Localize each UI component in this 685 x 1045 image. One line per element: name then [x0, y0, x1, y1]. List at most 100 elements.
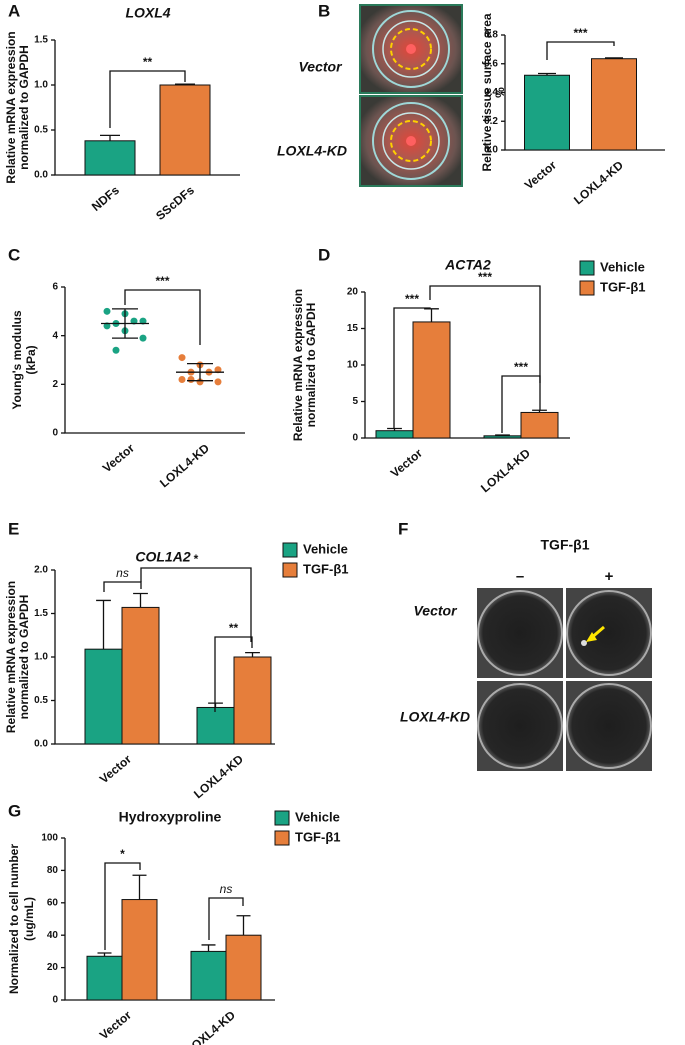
row-label: LOXL4-KD [400, 709, 470, 725]
legend-label: TGF-β1 [303, 561, 349, 576]
y-axis-label: normalized to GAPDH [17, 45, 31, 170]
legend-swatch [274, 830, 290, 846]
panel-b-images [359, 4, 463, 187]
y-tick-label: 1.0 [34, 80, 48, 91]
data-point [139, 317, 147, 325]
error-bar [97, 952, 112, 957]
error-bar [175, 83, 195, 85]
row-label: Vector [413, 603, 458, 619]
y-axis-label: % [493, 87, 507, 98]
y-tick-label: 0.0 [34, 739, 48, 750]
error-bar [133, 592, 148, 608]
bar [84, 140, 136, 176]
axis [64, 287, 245, 434]
panel-letter: C [8, 245, 20, 264]
sd-bar [112, 308, 138, 339]
y-tick-label: 0.8 [484, 30, 498, 41]
y-tick-label: 0.0 [484, 145, 498, 156]
y-tick-label: 0 [352, 433, 358, 444]
significance-label: ns [220, 882, 233, 896]
y-axis-label: Relative mRNA expression [291, 289, 305, 441]
legend-label: TGF-β1 [600, 279, 646, 294]
significance-label: *** [405, 292, 419, 306]
bar [483, 435, 522, 439]
error-bar [100, 134, 120, 141]
significance-label: ns [116, 566, 129, 580]
error-bar [532, 409, 547, 413]
x-tick-label: SScDFs [153, 183, 197, 223]
bar [591, 58, 637, 151]
data-point [178, 375, 186, 383]
error-bar [245, 652, 260, 657]
data-point [214, 378, 222, 386]
y-axis-label: Young's modulus [10, 310, 24, 410]
data-point [103, 307, 111, 315]
chart-title: LOXL4 [125, 5, 170, 21]
legend-label: TGF-β1 [295, 829, 341, 844]
y-tick-label: 0.0 [34, 170, 48, 181]
error-bar [387, 427, 402, 431]
y-tick-label: 60 [47, 897, 59, 908]
y-tick-label: 1.0 [34, 652, 48, 663]
bar [196, 706, 235, 745]
x-tick-label: Vector [388, 446, 425, 481]
legend-swatch [579, 280, 595, 296]
x-tick-label: LOXL4-KD [571, 158, 626, 208]
significance-label: * [120, 847, 125, 861]
significance-bracket [214, 636, 253, 712]
error-bar [424, 308, 439, 322]
significance-bracket [501, 375, 541, 433]
error-bar [236, 915, 251, 936]
x-tick-label: Vector [97, 752, 134, 787]
y-tick-label: 1.5 [34, 35, 48, 46]
legend-swatch [282, 562, 298, 578]
significance-label: *** [478, 270, 492, 284]
error-bar [96, 599, 111, 650]
data-point [187, 375, 195, 383]
column-label: + [605, 568, 614, 585]
significance-bracket [393, 307, 431, 428]
y-tick-label: 4 [52, 330, 58, 341]
column-label: – [516, 568, 524, 585]
y-tick-label: 0.6 [484, 58, 498, 69]
chart-title: Hydroxyproline [119, 809, 222, 825]
y-tick-label: 5 [352, 396, 358, 407]
y-tick-label: 0.5 [34, 695, 48, 706]
y-axis-label: Relative mRNA expression [4, 581, 18, 733]
y-axis-label: (ug/mL) [22, 897, 36, 941]
y-axis-label: (kPa) [24, 345, 38, 374]
sd-bar [187, 363, 213, 382]
significance-label: * [194, 552, 199, 566]
bar [375, 430, 414, 439]
significance-label: *** [155, 274, 169, 288]
significance-bracket [208, 897, 244, 940]
y-tick-label: 20 [47, 962, 59, 973]
y-tick-label: 40 [47, 930, 59, 941]
significance-label: ** [229, 621, 239, 635]
y-tick-label: 0.2 [484, 116, 498, 127]
y-tick-label: 0 [52, 428, 58, 439]
panel-letter: G [8, 801, 21, 820]
legend-swatch [579, 260, 595, 276]
significance-bracket [104, 862, 141, 950]
x-tick-label: LOXL4-KD [478, 446, 533, 496]
data-point [130, 317, 138, 325]
legend-swatch [282, 542, 298, 558]
bar [225, 934, 262, 1001]
bar [412, 321, 451, 439]
x-tick-label: Vector [97, 1008, 134, 1043]
bar [190, 950, 227, 1001]
y-tick-label: 0.5 [34, 125, 48, 136]
x-tick-label: Vector [100, 441, 137, 476]
chart-title: COL1A2 [135, 549, 190, 565]
significance-label: *** [514, 360, 528, 374]
y-axis-label: Normalized to cell number [7, 844, 21, 994]
panel-letter: D [318, 245, 330, 264]
x-tick-label: LOXL4-KD [191, 752, 246, 802]
error-bar [605, 57, 623, 59]
error-bar [538, 72, 556, 76]
significance-bracket [429, 285, 541, 410]
bar [233, 656, 272, 745]
legend-label: Vehicle [295, 809, 340, 824]
